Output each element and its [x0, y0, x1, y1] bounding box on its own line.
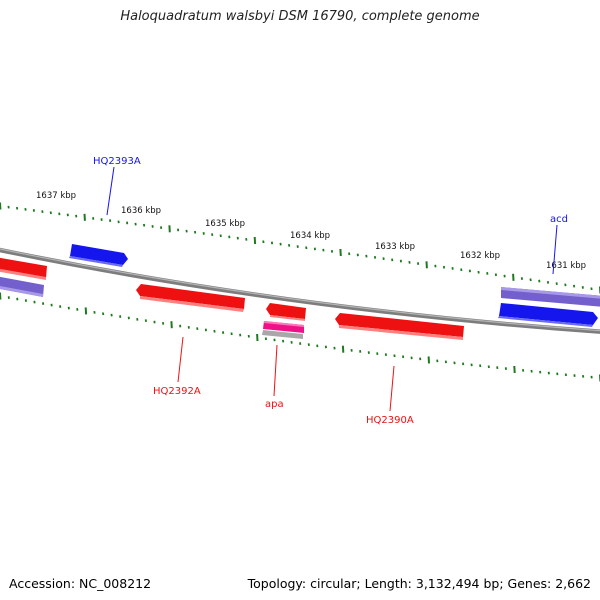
gene-hq2392a[interactable]: [136, 284, 245, 312]
leader-hq2392a: [177, 336, 184, 383]
leader-apa: [273, 344, 278, 397]
leader-hq2390a: [389, 365, 395, 412]
scale-label-1634: 1634 kbp: [290, 231, 330, 241]
genome-backbone: [0, 247, 600, 334]
gene-hq2390a[interactable]: [335, 313, 464, 340]
gene-acd[interactable]: [498, 303, 598, 327]
gene-apa-shade: [270, 315, 305, 321]
gene-label-apa[interactable]: apa: [265, 399, 284, 410]
accession-label: Accession: NC_008212: [9, 576, 152, 591]
scale-labels: 1637 kbp 1636 kbp 1635 kbp 1634 kbp 1633…: [36, 191, 586, 271]
inner-tick-track: [0, 292, 600, 382]
gene-hq2392a-arrow[interactable]: [136, 284, 245, 309]
scale-label-1636: 1636 kbp: [121, 206, 161, 216]
gene-apa-arrow[interactable]: [266, 303, 306, 319]
gene-hq2390a-arrow[interactable]: [335, 313, 464, 337]
map-title: Haloquadratum walsbyi DSM 16790, complet…: [120, 9, 480, 24]
gene-hq2392a-shade: [140, 296, 244, 312]
gene-acd-shade: [498, 316, 593, 327]
gene-label-hq2393a[interactable]: HQ2393A: [93, 156, 141, 167]
gene-apa[interactable]: [266, 303, 306, 321]
gene-left-partial[interactable]: [0, 257, 47, 280]
leader-acd: [552, 224, 558, 275]
scale-label-1631: 1631 kbp: [546, 261, 586, 271]
feature-band-apa: [262, 321, 304, 339]
genome-summary: Topology: circular; Length: 3,132,494 bp…: [247, 576, 591, 591]
outer-tick-track: [0, 202, 600, 294]
gene-label-hq2392a[interactable]: HQ2392A: [153, 386, 201, 397]
feature-band-right: [501, 287, 600, 307]
gene-hq2393a[interactable]: [69, 244, 128, 267]
scale-label-1632: 1632 kbp: [460, 251, 500, 261]
gene-hq2390a-shade: [339, 325, 463, 340]
leader-hq2393a: [106, 166, 115, 216]
gene-label-hq2390a[interactable]: HQ2390A: [366, 415, 414, 426]
scale-label-1635: 1635 kbp: [205, 219, 245, 229]
gene-hq2393a-shade: [69, 256, 123, 267]
gene-label-acd[interactable]: acd: [550, 214, 568, 225]
gene-hq2393a-arrow[interactable]: [70, 244, 128, 265]
gene-acd-arrow[interactable]: [499, 303, 598, 325]
scale-label-1633: 1633 kbp: [375, 242, 415, 252]
scale-label-1637: 1637 kbp: [36, 191, 76, 201]
genome-backbone-highlight: [0, 248, 600, 332]
feature-band-left: [0, 276, 44, 297]
